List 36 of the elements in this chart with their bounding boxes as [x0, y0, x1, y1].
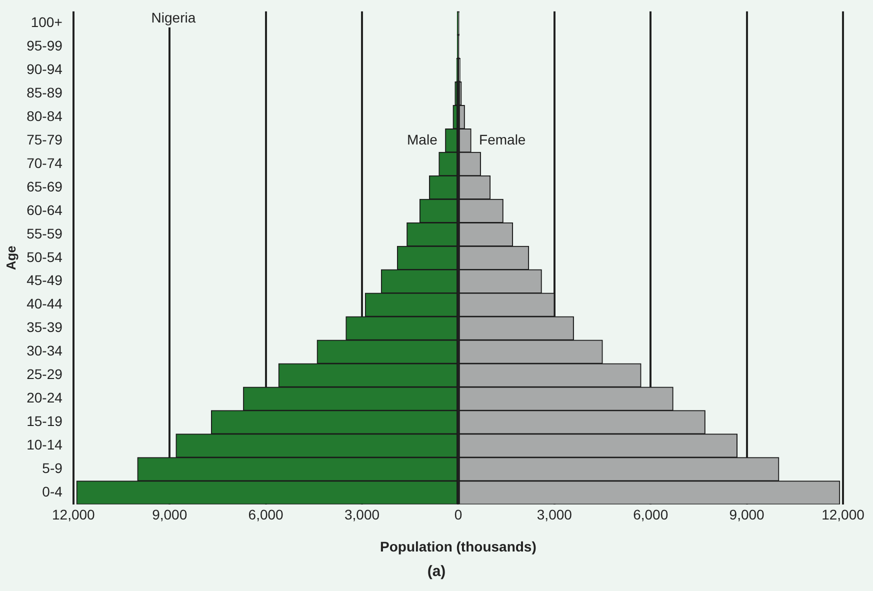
- y-tick-label: 80-84: [26, 108, 63, 124]
- y-tick-label: 90-94: [26, 60, 63, 77]
- y-tick-label: 50-54: [26, 248, 63, 265]
- y-tick-label: 70-74: [26, 154, 63, 171]
- y-tick-label: 40-44: [26, 296, 63, 312]
- y-tick-label: 95-99: [26, 37, 63, 54]
- y-tick-label: 15-19: [26, 413, 63, 430]
- series-label: Female: [479, 131, 526, 148]
- x-tick-label: 9,000: [152, 506, 188, 523]
- text: (a): [426, 563, 447, 580]
- y-tick-label: 0-4: [42, 484, 63, 500]
- y-tick-label: 55-59: [26, 225, 63, 242]
- x-tick-label: 6,000: [248, 506, 284, 523]
- x-tick-label: 6,000: [633, 506, 668, 523]
- y-tick-label: 75-79: [26, 131, 63, 148]
- y-tick-label: 100+: [30, 14, 62, 30]
- x-tick-label: 12,000: [52, 506, 96, 523]
- y-tick-label: 25-29: [26, 366, 63, 382]
- y-tick-label: 45-49: [26, 272, 63, 288]
- y-axis-title: Age: [3, 246, 18, 270]
- y-tick-label: 10-14: [26, 436, 63, 453]
- x-tick-label: 3,000: [344, 506, 380, 523]
- y-tick-label: 30-34: [26, 342, 63, 359]
- x-tick-label: 9,000: [729, 506, 765, 523]
- x-tick-label: 12,000: [822, 506, 865, 523]
- y-tick-label: 20-24: [26, 390, 63, 406]
- y-tick-label: 65-69: [26, 178, 63, 194]
- x-tick-label: 3,000: [536, 506, 572, 523]
- y-tick-label: 60-64: [26, 202, 63, 218]
- y-tick-label: 5-9: [42, 460, 63, 476]
- chart-title: Nigeria: [151, 9, 196, 26]
- x-tick-label: 0: [454, 506, 462, 523]
- series-label: Male: [407, 131, 438, 148]
- x-axis-title: Population (thousands): [380, 538, 536, 554]
- y-tick-label: 35-39: [26, 319, 63, 336]
- y-tick-label: 85-89: [26, 84, 63, 100]
